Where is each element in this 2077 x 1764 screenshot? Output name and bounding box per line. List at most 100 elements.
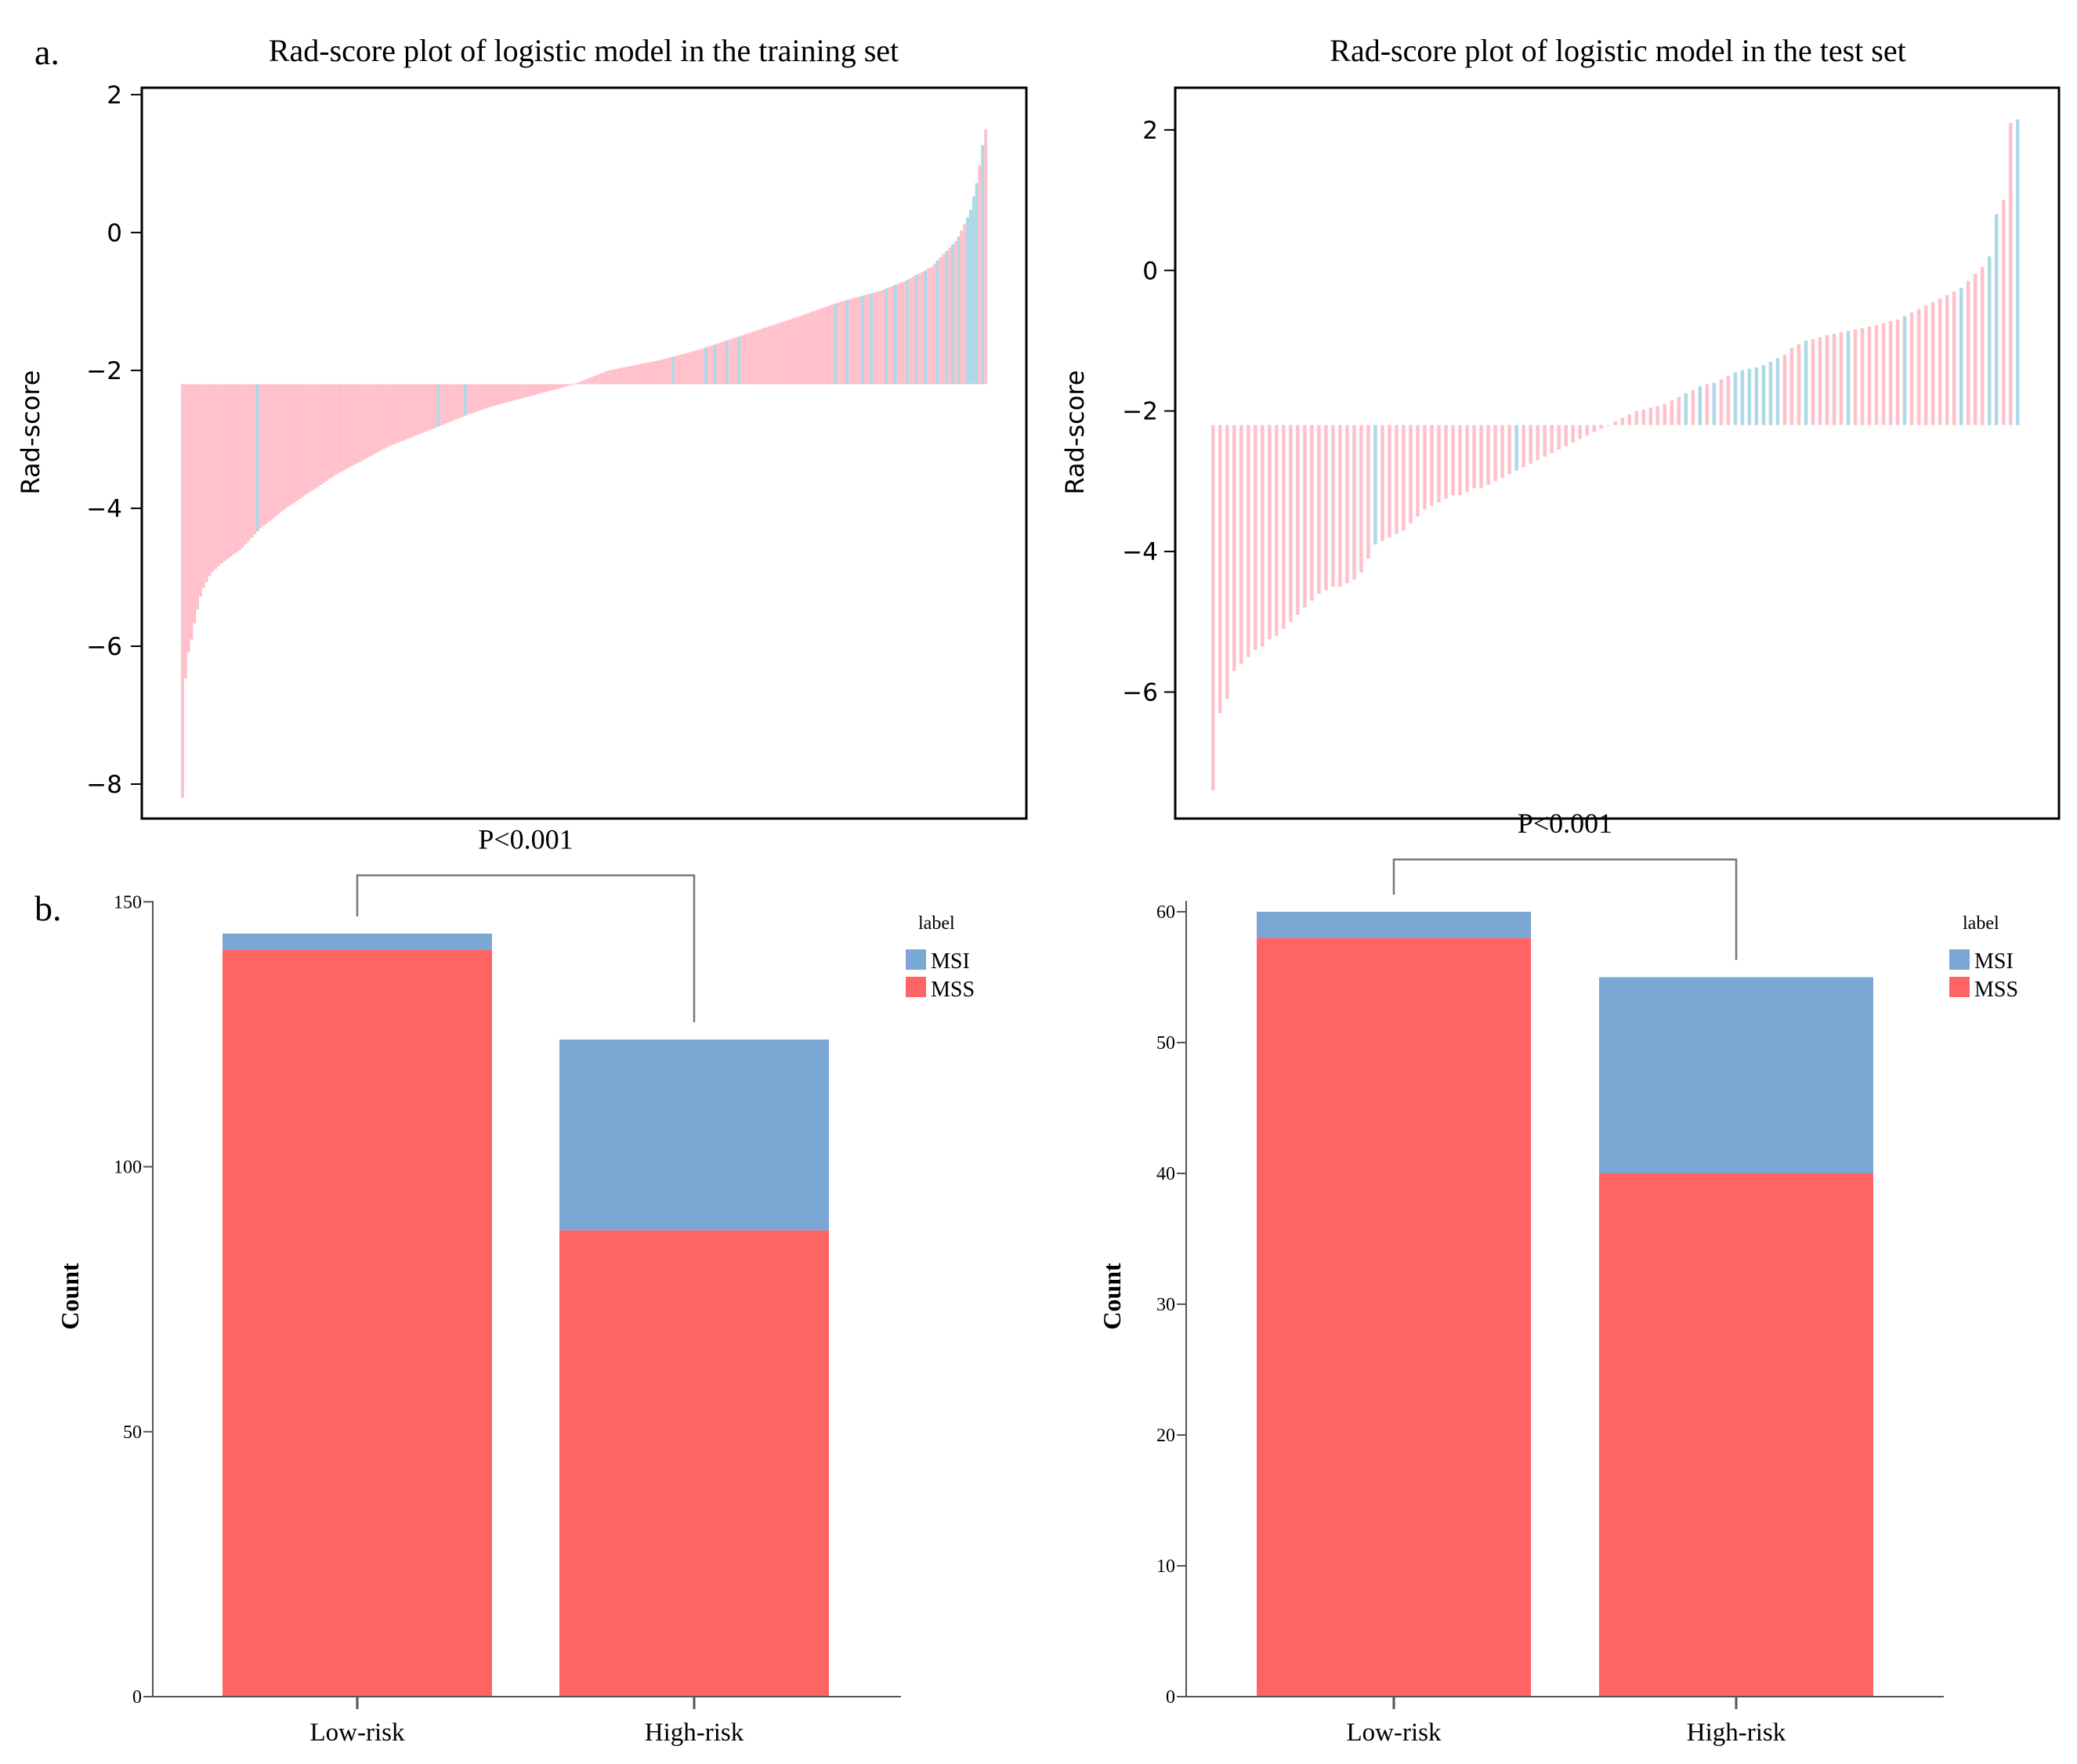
msi-bar [935, 260, 939, 385]
mss-bar [211, 384, 215, 573]
mss-bar [1613, 421, 1617, 425]
y-tick-label: −8 [86, 771, 122, 799]
mss-bar [653, 361, 657, 385]
mss-bar [430, 384, 434, 429]
mss-bar [1218, 425, 1222, 714]
mss-bar [909, 278, 913, 385]
msi-bar [725, 340, 729, 385]
mss-bar [1232, 425, 1236, 671]
mss-bar [2008, 122, 2013, 425]
mss-bar [433, 384, 437, 428]
mss-bar [295, 384, 299, 501]
msi-bar [2015, 119, 2020, 425]
mss-bar [785, 320, 789, 385]
mss-bar [1930, 302, 1935, 425]
mss-bar [343, 384, 347, 470]
msi-bar [845, 299, 849, 385]
mss-bar [476, 384, 479, 412]
legend-swatch-msi [1949, 949, 1970, 970]
mss-bar [719, 342, 723, 385]
mss-bar [638, 363, 642, 385]
msi-bar [1768, 361, 1773, 425]
msi-bar [981, 145, 985, 385]
mss-bar [548, 384, 552, 392]
mss-bar [680, 354, 684, 385]
mss-bar [1648, 407, 1653, 425]
mss-bar [2001, 200, 2006, 425]
mss-bar [232, 384, 236, 555]
mss-bar [1479, 425, 1483, 489]
mss-bar [701, 348, 705, 385]
msi-bar [950, 244, 954, 385]
mss-bar [602, 372, 606, 385]
legend-label-msi: MSI [1974, 949, 2014, 974]
mss-bar [554, 384, 557, 390]
mss-bar [422, 384, 425, 433]
panel-label-a: a. [34, 32, 60, 72]
mss-bar [1719, 379, 1724, 425]
mss-bar [277, 384, 280, 515]
panel-label-b: b. [34, 888, 62, 928]
mss-bar [536, 384, 539, 395]
mss-bar [1247, 425, 1250, 657]
mss-bar [569, 384, 573, 385]
significance-bracket [1392, 858, 1738, 960]
mss-bar [1324, 425, 1328, 591]
y-tick-label: 50 [123, 1422, 142, 1443]
mss-bar [674, 356, 678, 385]
msi-bar [255, 384, 259, 532]
mss-bar [1458, 425, 1462, 496]
mss-bar [762, 328, 765, 385]
msi-bar [671, 356, 675, 385]
mss-bar [526, 384, 530, 397]
mss-bar [479, 384, 482, 411]
mss-bar [1254, 425, 1257, 650]
mss-bar [776, 323, 780, 385]
mss-bar [451, 384, 455, 421]
mss-bar [538, 384, 542, 394]
mss-bar [812, 311, 816, 385]
mss-bar [744, 334, 747, 385]
mss-bar [728, 339, 732, 385]
mss-bar [695, 350, 699, 385]
y-tick-label: −6 [1122, 679, 1158, 707]
msi-bar [1684, 393, 1688, 425]
mss-bar [830, 304, 834, 385]
msi-bar [713, 344, 717, 385]
mss-bar [1500, 425, 1504, 478]
y-tick-label: 0 [1142, 257, 1158, 285]
mss-bar [418, 384, 422, 434]
mss-bar [1860, 327, 1865, 425]
mss-bar [244, 384, 248, 544]
mss-bar [1444, 425, 1448, 499]
msi-bar [914, 275, 918, 385]
msi-bar [1514, 425, 1518, 471]
mss-bar [1867, 327, 1872, 425]
mss-bar [662, 359, 666, 385]
mss-bar [193, 384, 197, 624]
mss-bar [798, 316, 801, 385]
y-axis-label: Rad-score [16, 371, 45, 495]
mss-bar [415, 384, 419, 436]
chart-title: Rad-score plot of logistic model in the … [1330, 33, 1905, 68]
y-tick-label: −2 [86, 357, 122, 385]
msi-bar [834, 303, 838, 385]
legend-label-mss: MSS [1974, 978, 2018, 1002]
mss-bar [1239, 425, 1243, 664]
y-tick-label: 10 [1156, 1556, 1175, 1577]
mss-bar [1395, 425, 1399, 534]
mss-bar [1966, 280, 1970, 425]
mss-bar [262, 384, 266, 526]
msi-bar [1987, 256, 1992, 425]
mss-bar [821, 307, 825, 385]
x-tick-label: High-risk [1687, 1719, 1786, 1747]
mss-bar [1825, 334, 1829, 425]
mss-bar [1952, 291, 1956, 425]
mss-bar [204, 384, 208, 583]
mss-bar [1536, 425, 1540, 461]
mss-bar [587, 378, 591, 385]
msi-bar [463, 384, 467, 416]
mss-bar [289, 384, 293, 505]
mss-bar [767, 326, 771, 385]
mss-bar [857, 296, 861, 385]
